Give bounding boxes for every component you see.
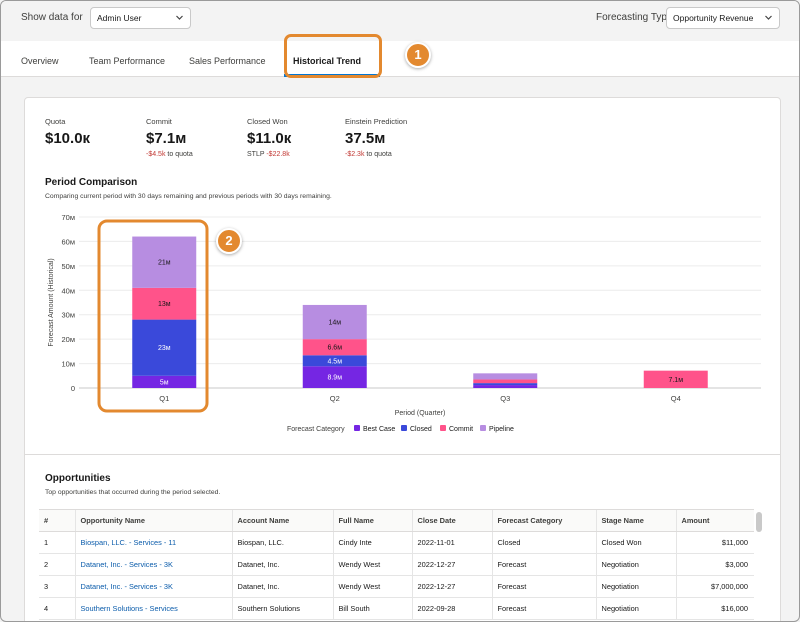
cell-close-date: 2022-11-01 (411, 531, 492, 554)
table-row: 2 Datanet, Inc. - Services - 3K Datanet,… (39, 553, 754, 576)
show-data-select[interactable]: Admin User (90, 7, 191, 29)
column-header-full-name[interactable]: Full Name (332, 509, 412, 532)
cell-close-date: 2022-09-28 (411, 597, 492, 620)
column-header-amount[interactable]: Amount (675, 509, 754, 532)
kpi-quota-label: Quota (45, 117, 66, 126)
column-header-opportunity-name[interactable]: Opportunity Name (74, 509, 232, 532)
opportunities-subtitle: Top opportunities that occurred during t… (45, 489, 221, 496)
opportunity-link[interactable]: Datanet, Inc. - Services - 3K (74, 575, 232, 598)
cell-stage-name: Closed Won (595, 531, 676, 554)
table-row: 1 Biospan, LLC. - Services - 11 Biospan,… (39, 531, 754, 554)
kpi-commit-delta: -$4.5k (146, 151, 166, 158)
cell-index: 4 (39, 597, 75, 620)
section-divider (24, 454, 781, 455)
tab-historical-trend[interactable]: Historical Trend (293, 56, 362, 66)
kpi-commit-suffix: to quota (167, 151, 193, 158)
cell-forecast-category: Forecast (491, 575, 596, 598)
column-header-close-date[interactable]: Close Date (411, 509, 492, 532)
kpi-closed-won-value: $11.0к (247, 130, 292, 147)
opportunity-link[interactable]: Southern Solutions - Services (74, 597, 232, 620)
cell-index: 1 (39, 531, 75, 554)
forecasting-type-select[interactable]: Opportunity Revenue (666, 7, 780, 29)
cell-index: 3 (39, 575, 75, 598)
cell-index: 2 (39, 553, 75, 576)
column-header-index[interactable]: # (39, 509, 75, 532)
kpi-closed-won-delta-line: STLP -$22.8k (247, 151, 291, 158)
column-header-stage-name[interactable]: Stage Name (595, 509, 676, 532)
kpi-quota: Quota $10.0к (45, 117, 90, 147)
table-scrollbar[interactable] (756, 512, 762, 532)
cell-stage-name: Negotiation (595, 597, 676, 620)
kpi-einstein-value: 37.5м (345, 130, 386, 147)
cell-forecast-category: Forecast (491, 597, 596, 620)
callout-badge-1: 1 (405, 42, 431, 68)
tab-overview[interactable]: Overview (21, 56, 59, 66)
kpi-quota-value: $10.0к (45, 130, 91, 147)
tab-team-performance[interactable]: Team Performance (89, 56, 166, 66)
cell-amount: $16,000 (675, 597, 754, 620)
tab-sales-performance[interactable]: Sales Performance (189, 56, 266, 66)
cell-close-date: 2022-12-27 (411, 553, 492, 576)
kpi-closed-won: Closed Won $11.0к STLP -$22.8k (247, 117, 291, 158)
callout-badge-2: 2 (216, 228, 242, 254)
kpi-closed-won-delta: -$22.8k (266, 151, 290, 158)
kpi-commit-label: Commit (146, 117, 172, 126)
kpi-commit: Commit $7.1м -$4.5k to quota (146, 117, 193, 158)
forecasting-type-label: Forecasting Type (596, 12, 673, 23)
kpi-commit-value: $7.1м (146, 130, 187, 147)
kpi-einstein: Einstein Prediction 37.5м -$2.3k to quot… (345, 117, 407, 158)
cell-stage-name: Negotiation (595, 575, 676, 598)
kpi-closed-won-prefix: STLP (247, 151, 265, 158)
table-row: 4 Southern Solutions - Services Southern… (39, 597, 754, 620)
cell-close-date: 2022-12-27 (411, 575, 492, 598)
cell-account: Biospan, LLC. (231, 531, 333, 554)
cell-account: Datanet, Inc. (231, 553, 333, 576)
period-comparison-subtitle: Comparing current period with 30 days re… (45, 193, 332, 200)
cell-full-name: Wendy West (332, 553, 412, 576)
opportunities-title: Opportunities (45, 473, 111, 484)
kpi-closed-won-label: Closed Won (247, 117, 288, 126)
kpi-commit-delta-line: -$4.5k to quota (146, 151, 193, 158)
opportunity-link[interactable]: Datanet, Inc. - Services - 3K (74, 553, 232, 576)
filter-bar: Show data for Admin User Forecasting Typ… (1, 1, 799, 41)
kpi-einstein-suffix: to quota (366, 151, 392, 158)
cell-forecast-category: Closed (491, 531, 596, 554)
column-header-account-name[interactable]: Account Name (231, 509, 333, 532)
table-header-row: # Opportunity Name Account Name Full Nam… (39, 509, 754, 532)
cell-amount: $7,000,000 (675, 575, 754, 598)
cell-account: Datanet, Inc. (231, 575, 333, 598)
cell-stage-name: Negotiation (595, 553, 676, 576)
cell-amount: $11,000 (675, 531, 754, 554)
kpi-einstein-label: Einstein Prediction (345, 117, 408, 126)
opportunities-table: # Opportunity Name Account Name Full Nam… (39, 509, 754, 620)
chevron-down-icon (764, 9, 773, 34)
kpi-einstein-delta-line: -$2.3k to quota (345, 151, 407, 158)
cell-full-name: Bill South (332, 597, 412, 620)
kpi-einstein-delta: -$2.3k (345, 151, 365, 158)
show-data-value: Admin User (97, 13, 142, 23)
forecasting-type-value: Opportunity Revenue (673, 13, 754, 23)
cell-full-name: Wendy West (332, 575, 412, 598)
cell-full-name: Cindy Inte (332, 531, 412, 554)
cell-forecast-category: Forecast (491, 553, 596, 576)
column-header-forecast-category[interactable]: Forecast Category (491, 509, 596, 532)
callout-highlight-tab (284, 34, 382, 78)
chevron-down-icon (175, 9, 184, 34)
show-data-label: Show data for (21, 12, 83, 23)
cell-amount: $3,000 (675, 553, 754, 576)
cell-account: Southern Solutions (231, 597, 333, 620)
table-row: 3 Datanet, Inc. - Services - 3K Datanet,… (39, 575, 754, 598)
period-comparison-title: Period Comparison (45, 177, 138, 188)
tab-bar: Overview Team Performance Sales Performa… (1, 41, 799, 77)
opportunity-link[interactable]: Biospan, LLC. - Services - 11 (74, 531, 232, 554)
